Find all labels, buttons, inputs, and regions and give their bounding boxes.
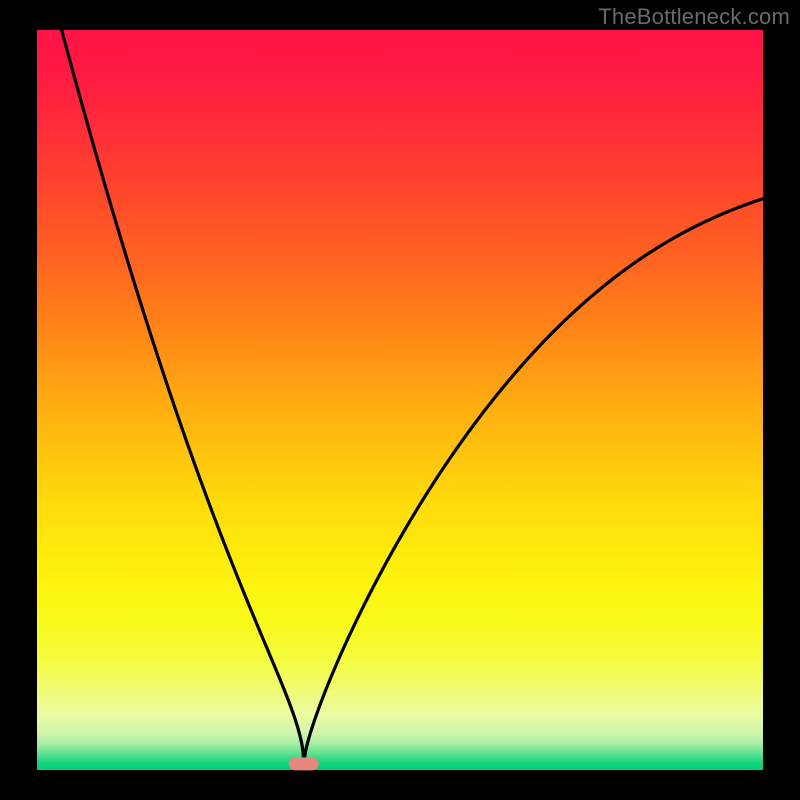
plot-area bbox=[37, 30, 763, 770]
watermark-text: TheBottleneck.com bbox=[598, 4, 790, 30]
chart-frame: TheBottleneck.com bbox=[0, 0, 800, 800]
bottleneck-curve bbox=[37, 30, 763, 770]
optimal-point-marker bbox=[289, 757, 319, 770]
